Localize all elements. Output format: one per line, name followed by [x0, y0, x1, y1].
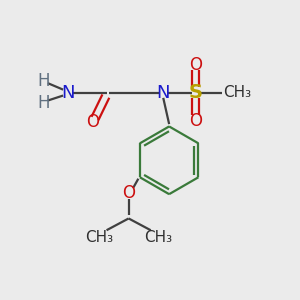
Text: H: H: [38, 72, 50, 90]
Text: S: S: [189, 83, 202, 102]
Text: CH₃: CH₃: [224, 85, 252, 100]
Text: CH₃: CH₃: [144, 230, 172, 245]
Text: N: N: [157, 84, 170, 102]
Text: H: H: [38, 94, 50, 112]
Text: O: O: [189, 112, 202, 130]
Text: N: N: [61, 84, 74, 102]
Text: CH₃: CH₃: [85, 230, 113, 245]
Text: O: O: [122, 184, 135, 202]
Text: O: O: [86, 113, 99, 131]
Text: O: O: [189, 56, 202, 74]
